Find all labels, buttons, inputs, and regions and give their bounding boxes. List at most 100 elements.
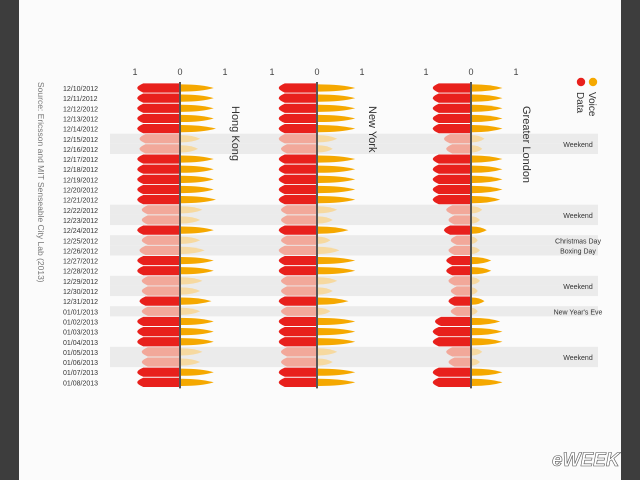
data-mark [450, 286, 471, 296]
voice-mark [180, 216, 201, 224]
date-label: 12/13/2012 [63, 116, 98, 123]
voice-mark [317, 236, 331, 244]
voice-mark [471, 165, 503, 173]
data-mark [139, 144, 180, 154]
data-mark [446, 347, 471, 357]
voice-mark [317, 124, 356, 133]
date-label: 12/25/2012 [63, 238, 98, 245]
data-mark [432, 367, 471, 377]
voice-mark [317, 84, 356, 92]
date-label: 12/23/2012 [63, 218, 98, 225]
data-mark [278, 266, 317, 276]
highlight-band [110, 285, 598, 297]
data-mark [278, 113, 317, 124]
axis-tick-label: 1 [269, 67, 274, 77]
data-mark [281, 286, 317, 296]
data-mark [432, 327, 471, 337]
data-mark [278, 255, 317, 266]
voice-mark [471, 135, 485, 143]
date-label: 12/29/2012 [63, 279, 98, 286]
data-mark [137, 103, 180, 113]
voice-mark [180, 297, 212, 305]
data-mark [432, 377, 471, 387]
voice-mark [180, 348, 203, 356]
date-label: 01/05/2013 [63, 350, 98, 357]
data-mark [446, 144, 471, 154]
data-mark [278, 296, 317, 306]
data-mark [137, 367, 180, 377]
data-mark [432, 83, 471, 93]
data-mark [278, 316, 317, 327]
data-mark [137, 337, 180, 347]
voice-mark [317, 135, 338, 143]
date-label: 12/28/2012 [63, 269, 98, 276]
data-mark [141, 357, 180, 367]
voice-mark [317, 256, 356, 265]
data-mark [448, 276, 471, 286]
data-mark [278, 337, 317, 347]
voice-mark [180, 368, 214, 376]
axis-tick-label: 1 [222, 67, 227, 77]
voice-mark [317, 94, 356, 102]
voice-mark [471, 226, 487, 234]
annotation-label: New Year's Eve [554, 309, 603, 316]
voice-mark [471, 175, 503, 183]
data-mark [278, 184, 317, 195]
data-mark [137, 327, 180, 337]
data-mark [450, 235, 471, 245]
data-mark [137, 93, 180, 103]
voice-mark [180, 175, 214, 183]
voice-mark [180, 114, 214, 123]
highlight-band [110, 346, 598, 357]
date-label: 12/16/2012 [63, 147, 98, 154]
data-mark [432, 174, 471, 184]
voice-mark [317, 185, 356, 194]
voice-mark [471, 307, 478, 315]
data-mark [139, 245, 180, 255]
date-label: 12/27/2012 [63, 259, 98, 266]
date-label: 12/31/2012 [63, 299, 98, 306]
data-mark [281, 144, 317, 154]
city-label: Greater London [520, 106, 532, 183]
voice-mark [471, 287, 478, 295]
data-mark [137, 266, 180, 276]
date-label: 12/17/2012 [63, 157, 98, 164]
data-mark [278, 164, 317, 174]
data-mark [278, 327, 317, 337]
voice-mark [317, 246, 340, 255]
date-label: 12/15/2012 [63, 137, 98, 144]
highlight-band [110, 245, 598, 256]
data-mark [435, 316, 471, 327]
voice-mark [471, 267, 492, 275]
source-label: Source: Ericsson and MIT Senseable City … [36, 82, 46, 283]
data-mark [448, 296, 471, 306]
data-mark [281, 276, 317, 286]
voice-mark [317, 206, 338, 214]
voice-mark [317, 104, 356, 112]
date-label: 01/03/2013 [63, 330, 98, 337]
data-mark [446, 255, 471, 266]
voice-mark [471, 378, 503, 386]
date-label: 12/11/2012 [63, 96, 98, 103]
voice-mark [180, 236, 201, 244]
voice-mark [180, 267, 214, 275]
data-mark [450, 306, 471, 316]
voice-mark [180, 196, 216, 204]
voice-mark [471, 206, 483, 214]
voice-mark [471, 196, 501, 204]
voice-mark [471, 358, 480, 366]
axis-tick-label: 1 [513, 67, 518, 77]
data-mark [281, 357, 317, 367]
data-mark [137, 184, 180, 195]
data-mark [278, 367, 317, 377]
axis-tick-label: 1 [132, 67, 137, 77]
voice-mark [180, 246, 205, 255]
date-label: 12/21/2012 [63, 198, 98, 205]
data-mark [278, 124, 317, 134]
annotation-label: Boxing Day [560, 248, 596, 255]
date-label: 12/10/2012 [63, 86, 98, 93]
voice-mark [471, 348, 483, 356]
voice-mark [317, 196, 356, 204]
data-mark [278, 195, 317, 205]
legend-label-data: Data [574, 92, 585, 114]
